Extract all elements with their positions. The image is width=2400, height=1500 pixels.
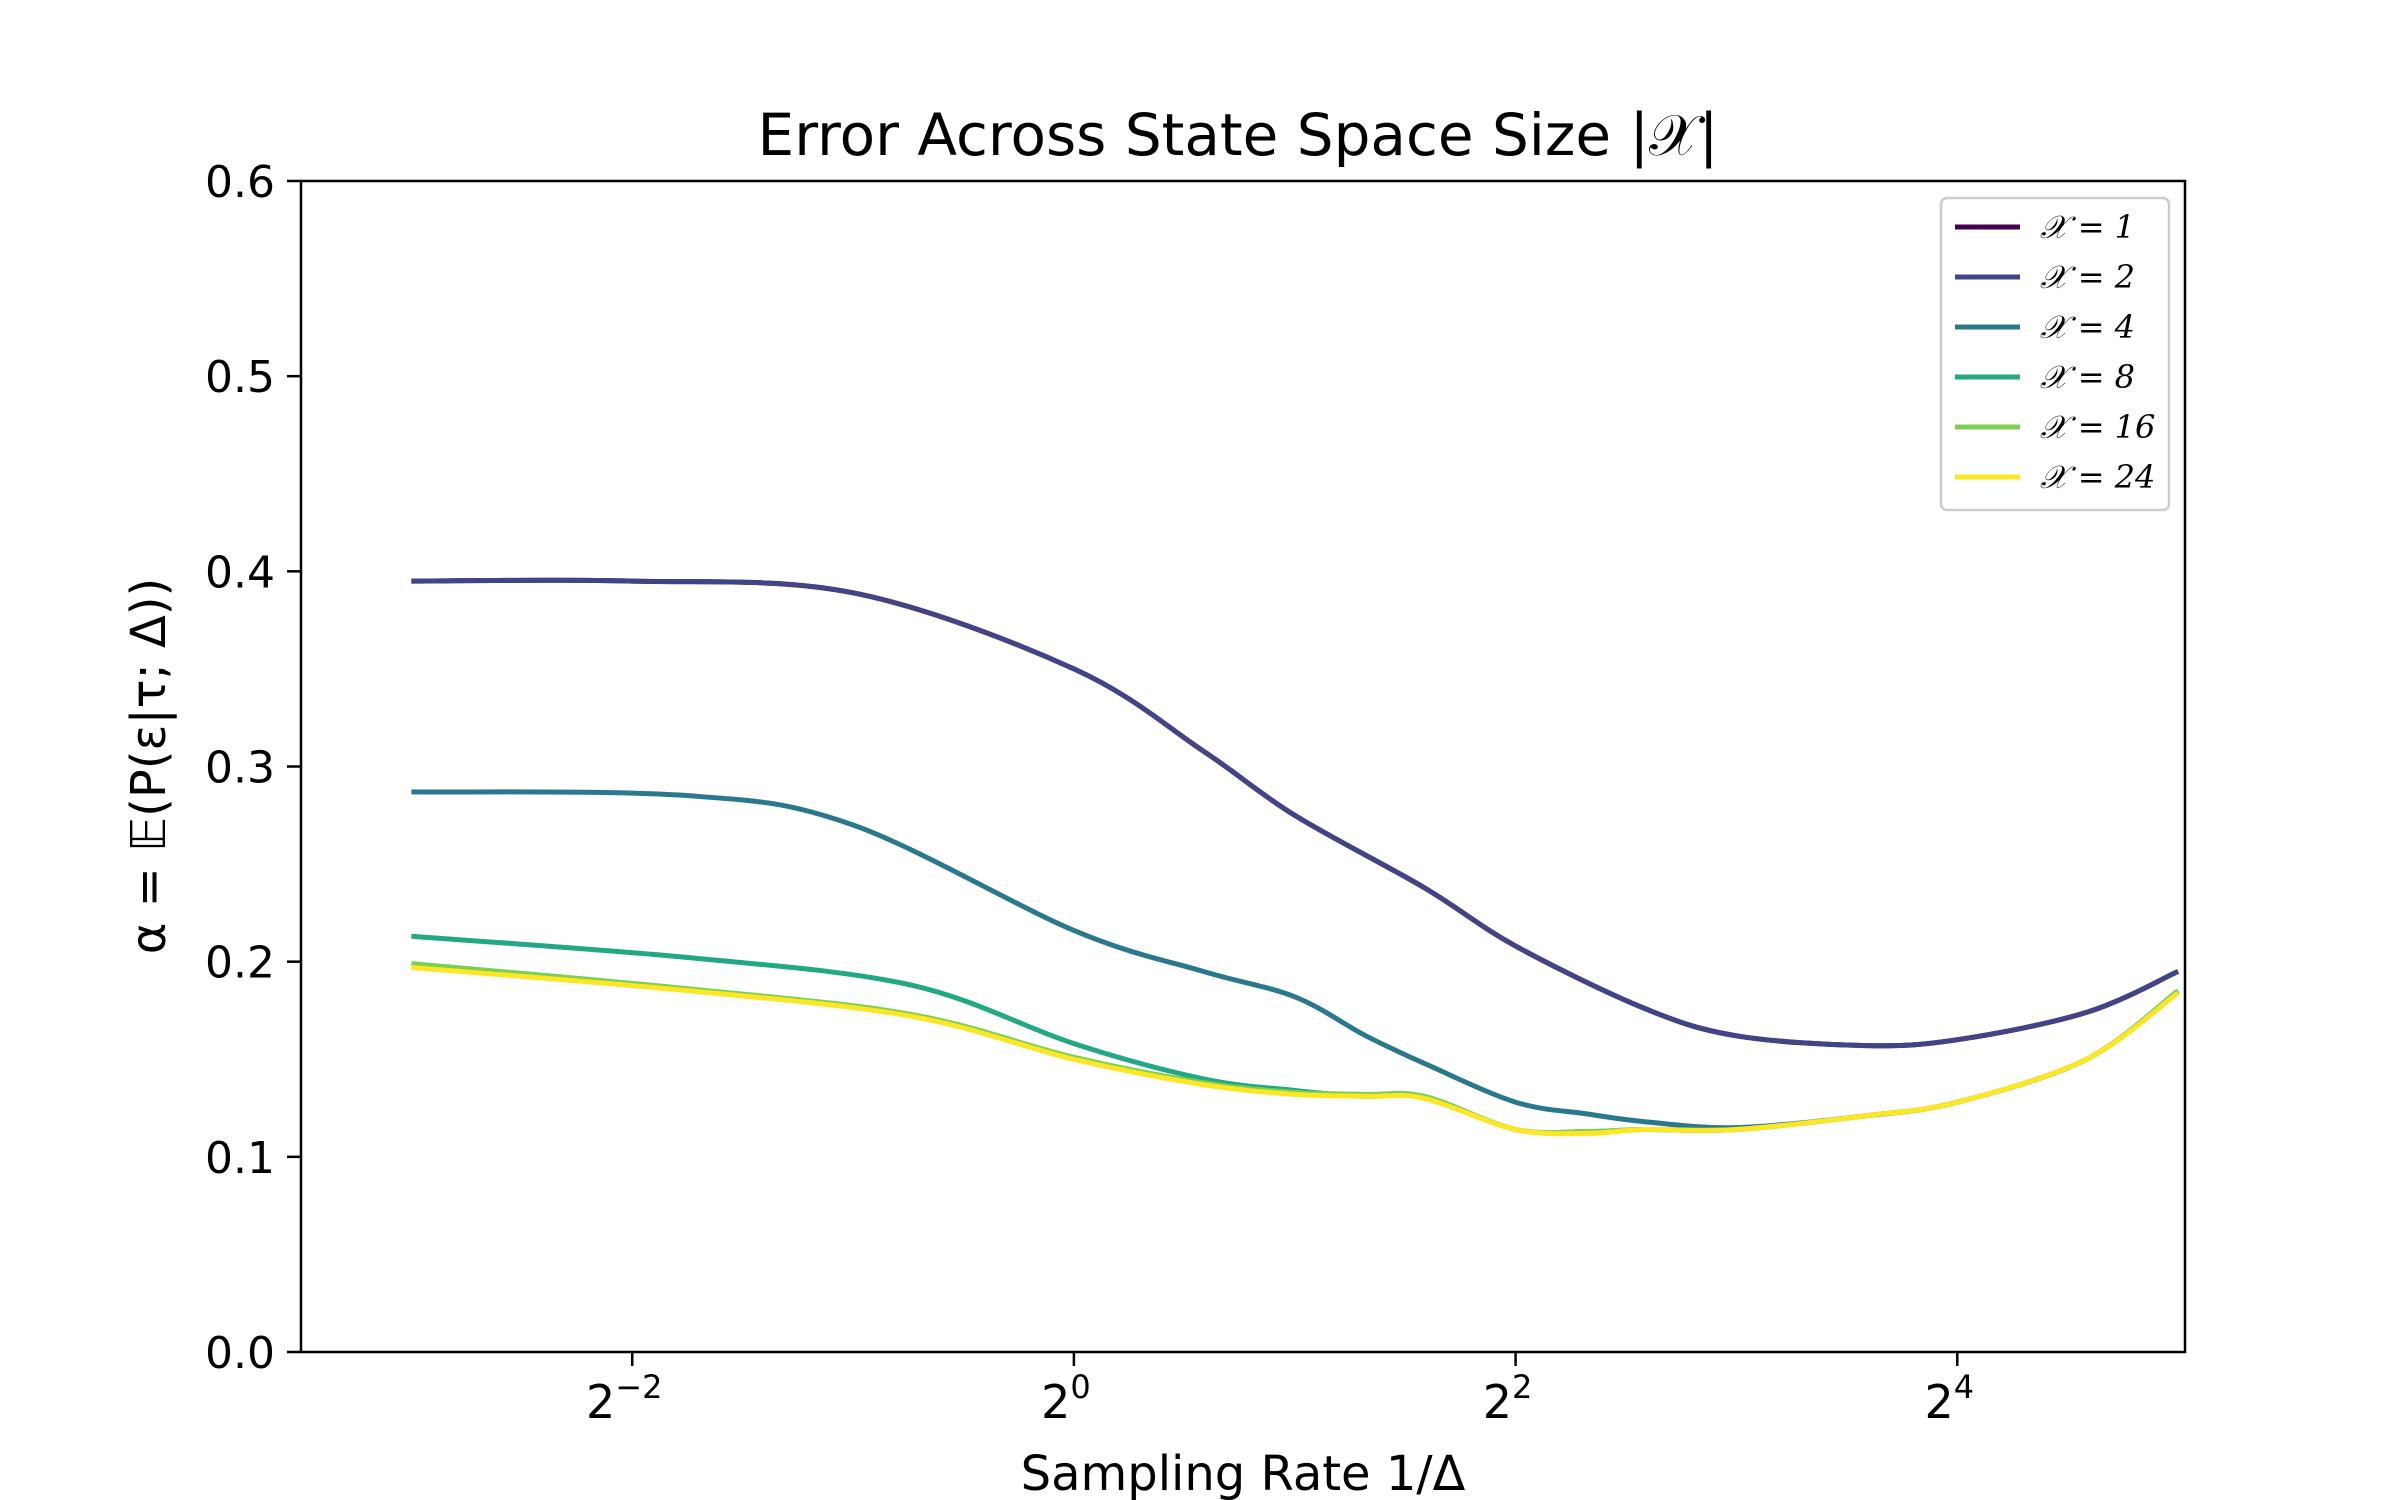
legend: 𝒳 = 1 𝒳 = 2 𝒳 = 4 𝒳 = 8 𝒳 = 16 𝒳 = 24 — [1939, 196, 2171, 512]
x-axis: 2−2 20 22 24 — [586, 1352, 1974, 1429]
legend-label: 𝒳 = 1 — [2040, 208, 2135, 246]
x-tick-label: 2−2 — [586, 1368, 662, 1429]
y-tick-label: 0.5 — [205, 352, 275, 403]
x-tick-label: 22 — [1483, 1368, 1533, 1429]
chart-title: Error Across State Space Size |𝒳| — [758, 101, 1719, 169]
y-axis: 0.0 0.1 0.2 0.3 0.4 0.5 0.6 — [205, 157, 301, 1379]
y-tick-label: 0.4 — [205, 547, 275, 598]
series-line-2 — [411, 577, 2180, 1049]
y-tick-label: 0.6 — [205, 157, 275, 208]
series-layer — [411, 577, 2180, 1137]
y-axis-label: α = 𝔼(P(ε|τ; Δ)) — [121, 578, 177, 955]
x-tick-label: 20 — [1041, 1368, 1091, 1429]
y-tick-label: 0.0 — [205, 1328, 275, 1379]
x-axis-label: Sampling Rate 1/Δ — [1021, 1446, 1466, 1500]
x-tick-label: 24 — [1924, 1368, 1974, 1429]
y-tick-label: 0.3 — [205, 743, 275, 794]
series-line-6 — [411, 965, 2180, 1137]
legend-label: 𝒳 = 24 — [2040, 458, 2155, 496]
legend-label: 𝒳 = 2 — [2040, 258, 2135, 296]
y-tick-label: 0.1 — [205, 1133, 275, 1184]
legend-label: 𝒳 = 8 — [2040, 358, 2135, 396]
legend-label: 𝒳 = 4 — [2040, 308, 2135, 346]
y-tick-label: 0.2 — [205, 938, 275, 989]
legend-label: 𝒳 = 16 — [2040, 408, 2155, 446]
